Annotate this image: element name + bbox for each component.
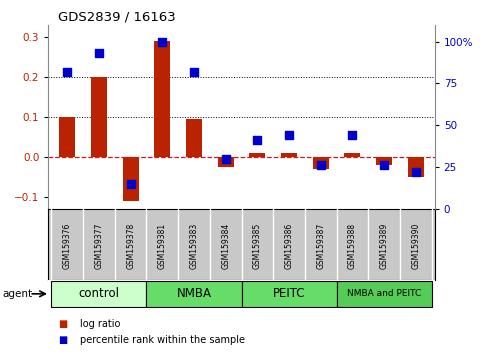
Bar: [281, 153, 297, 157]
Text: GSM159376: GSM159376: [63, 222, 72, 269]
Text: GSM159388: GSM159388: [348, 223, 357, 269]
Text: percentile rank within the sample: percentile rank within the sample: [80, 335, 245, 345]
Text: control: control: [78, 287, 119, 300]
Bar: [344, 153, 360, 157]
Text: GSM159390: GSM159390: [411, 222, 420, 269]
Point: [317, 162, 325, 168]
Text: GSM159381: GSM159381: [158, 223, 167, 269]
Point: [63, 69, 71, 74]
Bar: [59, 117, 75, 157]
Bar: [376, 157, 392, 165]
Text: GSM159377: GSM159377: [95, 222, 103, 269]
Point: [222, 156, 229, 161]
Bar: [313, 157, 328, 169]
Point: [190, 69, 198, 74]
Bar: [123, 157, 139, 201]
Bar: [218, 157, 234, 167]
Point: [412, 169, 420, 175]
Text: GSM159389: GSM159389: [380, 223, 388, 269]
Point: [158, 39, 166, 44]
Bar: [186, 119, 202, 157]
Text: PEITC: PEITC: [273, 287, 305, 300]
Text: NMBA: NMBA: [176, 287, 212, 300]
Text: GSM159385: GSM159385: [253, 223, 262, 269]
Point: [285, 132, 293, 138]
Text: GSM159387: GSM159387: [316, 223, 325, 269]
Bar: [146, 281, 242, 307]
Text: NMBA and PEITC: NMBA and PEITC: [347, 289, 421, 298]
Text: ■: ■: [58, 335, 67, 345]
Text: GSM159384: GSM159384: [221, 223, 230, 269]
Point: [254, 137, 261, 143]
Text: GDS2839 / 16163: GDS2839 / 16163: [58, 11, 176, 24]
Point: [380, 162, 388, 168]
Bar: [408, 157, 424, 177]
Point: [127, 181, 134, 187]
Point: [349, 132, 356, 138]
Bar: [249, 153, 265, 157]
Text: GSM159383: GSM159383: [189, 223, 199, 269]
Text: agent: agent: [2, 289, 32, 299]
Text: GSM159378: GSM159378: [126, 223, 135, 269]
Bar: [91, 77, 107, 157]
Bar: [242, 281, 337, 307]
Text: GSM159386: GSM159386: [284, 223, 294, 269]
Text: log ratio: log ratio: [80, 319, 120, 329]
Point: [95, 50, 103, 56]
Bar: [52, 281, 146, 307]
Bar: [337, 281, 431, 307]
Text: ■: ■: [58, 319, 67, 329]
Bar: [155, 41, 170, 157]
